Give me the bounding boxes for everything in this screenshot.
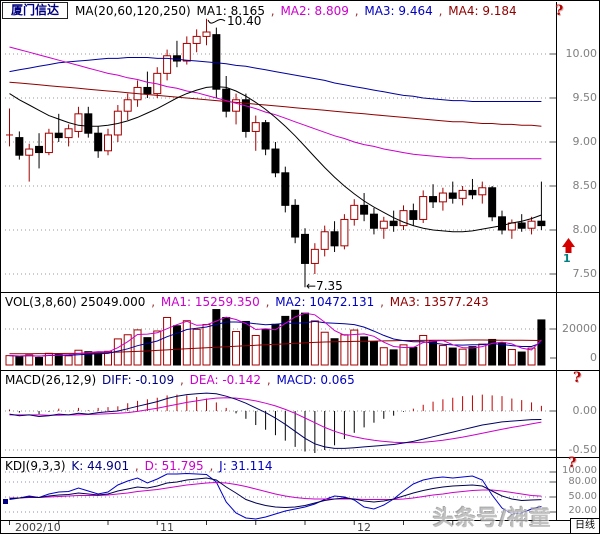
ma2-value-label: MA2: 8.809 [280, 4, 349, 18]
dea-value-label: DEA: -0.142 [189, 373, 262, 387]
separator: , [438, 4, 443, 18]
vol-ma2-label: MA2: 10472.131 [275, 295, 375, 309]
ma3-line [9, 57, 542, 102]
high-annotation-connector [207, 19, 226, 24]
symbol-name: 厦门信达 [10, 3, 59, 17]
ma3-value-label: MA3: 9.464 [364, 4, 433, 18]
symbol-name-box[interactable]: 厦门信达 [2, 2, 68, 19]
price-axis-label: 8.00 [572, 223, 598, 236]
kdj-header: KDJ(9,3,3) K: 44.901 , D: 51.795 , J: 31… [5, 459, 275, 473]
price-axis-label: 9.50 [572, 91, 598, 104]
separator: , [270, 4, 275, 18]
candlestick-series [6, 18, 546, 288]
ma1-line [9, 86, 542, 233]
vol-title-value: VOL(3,8,60) 25049.000 [5, 295, 146, 309]
diff-line [9, 392, 542, 449]
separator: , [380, 295, 384, 309]
vol-ma1-line [9, 312, 542, 357]
j-value-label: J: 31.114 [219, 459, 273, 473]
ma2-line [9, 46, 542, 160]
vol-axis-label: 20000 [562, 322, 597, 335]
separator: , [134, 459, 139, 473]
vol-axis-label: 0 [590, 351, 597, 364]
diff-value-label: DIFF: -0.109 [101, 373, 175, 387]
gridlines [5, 53, 557, 513]
separator: , [354, 4, 359, 18]
price-axis-label: 9.00 [572, 135, 598, 148]
help-icon[interactable]: ? [555, 3, 564, 19]
ma4-line [9, 81, 542, 127]
dea-line [9, 397, 542, 444]
d-value-label: D: 51.795 [144, 459, 204, 473]
kdj-cursor-marker [3, 499, 8, 504]
date-label-month: 12 [357, 521, 371, 534]
date-label-month: 11 [160, 521, 174, 534]
macd-histogram [9, 394, 542, 453]
k-value-label: K: 44.901 [71, 459, 130, 473]
kdj-axis-label: 80.00 [568, 476, 597, 487]
ma1-value-label: MA1: 8.165 [196, 4, 265, 18]
main-chart-header: MA(20,60,120,250) MA1: 8.165 , MA2: 8.80… [75, 4, 519, 18]
kdj-title: KDJ(9,3,3) [5, 459, 66, 473]
price-axis-label: 10.00 [565, 47, 598, 60]
vol-ma3-line [9, 339, 542, 355]
ma-params-label: MA(20,60,120,250) [75, 4, 191, 18]
macd-header: MACD(26,12,9) DIFF: -0.109 , DEA: -0.142… [5, 373, 357, 387]
macd-value-label: MACD: 0.065 [276, 373, 355, 387]
date-axis-strip [1, 521, 599, 533]
separator: , [265, 295, 270, 309]
vol-header: VOL(3,8,60) 25049.000 , MA1: 15259.350 ,… [5, 295, 491, 309]
macd-axis-label: 0.00 [572, 404, 598, 417]
separator: , [209, 459, 214, 473]
signal-number: 1 [563, 252, 571, 265]
low-price-annotation: ←7.35 [306, 279, 343, 293]
price-axis-label: 7.50 [572, 267, 598, 280]
vol-ma1-label: MA1: 15259.350 [160, 295, 260, 309]
ma4-value-label: MA4: 9.184 [448, 4, 517, 18]
date-label-month: 2002/10 [15, 521, 61, 534]
help-icon[interactable]: ? [568, 455, 577, 471]
volume-bars [5, 309, 546, 366]
macd-title: MACD(26,12,9) [5, 373, 97, 387]
separator: , [151, 295, 156, 309]
k-line [9, 477, 542, 509]
watermark: 头条号/神童 [433, 506, 552, 530]
period-selector[interactable]: 日线 [570, 518, 600, 534]
separator: , [180, 373, 184, 387]
macd-axis-label: -0.50 [568, 443, 597, 456]
kdj-axis-label: 50.00 [568, 491, 597, 502]
j-line [9, 472, 542, 520]
price-axis-label: 8.50 [572, 179, 598, 192]
separator: , [266, 373, 271, 387]
vol-ma3-label: MA3: 13577.243 [389, 295, 489, 309]
buy-signal-arrow-icon [562, 238, 575, 253]
high-price-annotation: 10.40 [227, 14, 262, 28]
kdj-axis-label: 100.00 [562, 465, 597, 476]
help-icon[interactable]: ? [573, 370, 582, 386]
kdj-axis-label: 20.00 [568, 505, 597, 516]
